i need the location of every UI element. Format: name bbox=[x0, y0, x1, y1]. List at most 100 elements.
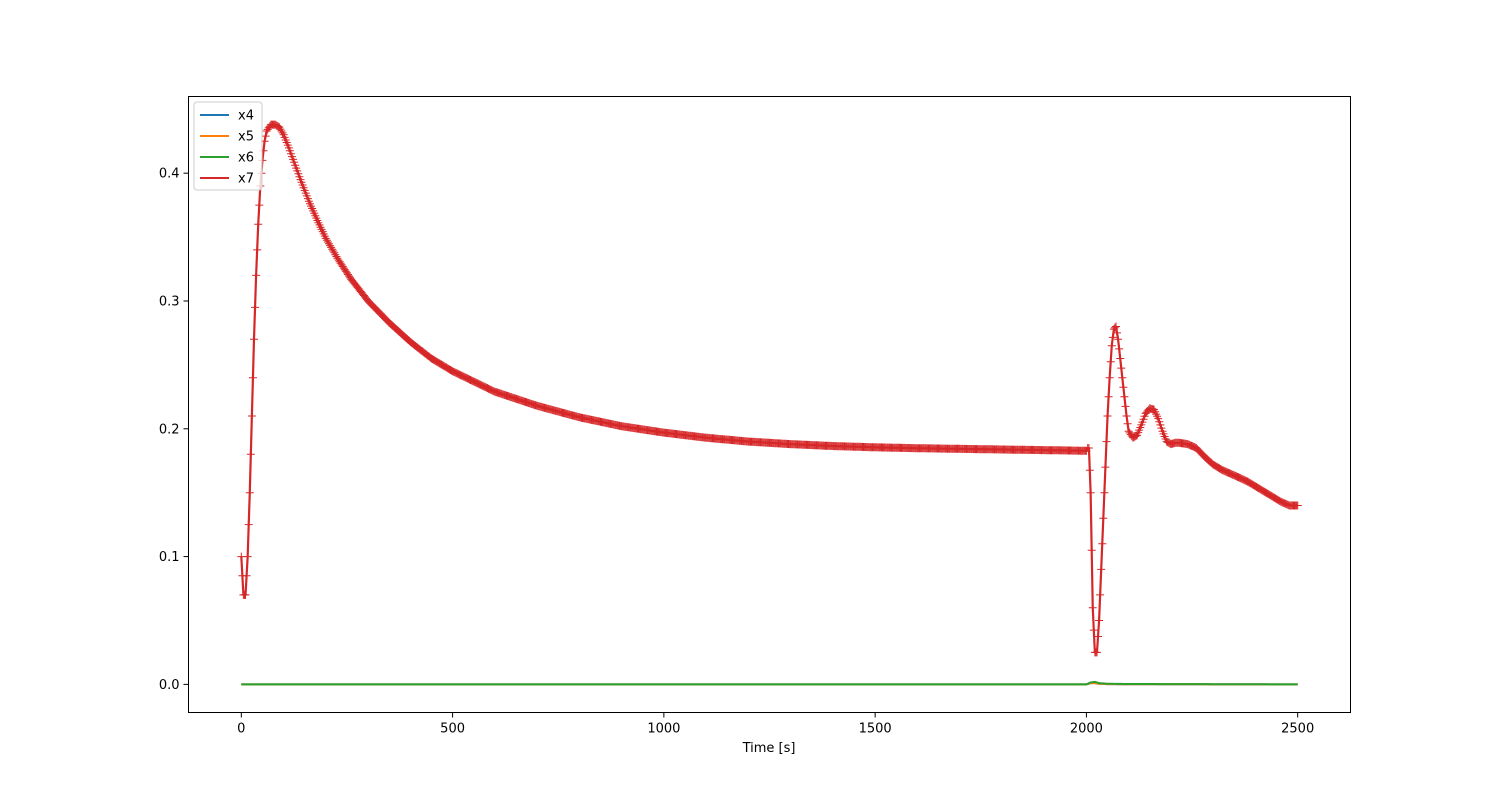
marker-point bbox=[327, 243, 336, 252]
marker-point bbox=[1106, 357, 1115, 366]
marker-point bbox=[373, 306, 382, 315]
x-tick-label: 1500 bbox=[859, 722, 892, 737]
marker-point bbox=[344, 270, 352, 279]
marker-point bbox=[1122, 412, 1131, 420]
marker-point bbox=[326, 241, 335, 250]
marker-point bbox=[1275, 497, 1284, 505]
y-tick-label: 0.1 bbox=[159, 550, 180, 565]
marker-point bbox=[331, 250, 340, 259]
marker-point bbox=[1262, 488, 1270, 497]
marker-point bbox=[276, 125, 285, 134]
marker-point bbox=[426, 353, 435, 362]
marker-point bbox=[1089, 626, 1098, 635]
marker-point bbox=[1098, 539, 1107, 548]
marker-point bbox=[1269, 493, 1278, 502]
marker-point bbox=[321, 234, 330, 243]
marker-point bbox=[1254, 484, 1263, 493]
marker-point bbox=[1131, 432, 1139, 441]
marker-point bbox=[430, 356, 439, 365]
marker-point bbox=[1252, 482, 1261, 491]
marker-point bbox=[1258, 486, 1267, 495]
marker-point bbox=[261, 132, 270, 141]
marker-point bbox=[379, 313, 388, 322]
x-axis: 0 500 1000 1500 2000 2500 bbox=[237, 712, 1314, 737]
marker-point bbox=[273, 121, 282, 130]
marker-point bbox=[1293, 501, 1302, 510]
legend-box bbox=[193, 101, 263, 191]
legend-label-x7: x7 bbox=[238, 172, 254, 187]
marker-point bbox=[329, 247, 338, 255]
marker-point bbox=[1154, 414, 1163, 423]
marker-point bbox=[1162, 437, 1171, 446]
plot-area bbox=[237, 120, 1302, 686]
x-axis-label: Time [s] bbox=[742, 741, 796, 756]
y-tick-label: 0.0 bbox=[159, 678, 180, 693]
marker-point bbox=[252, 271, 261, 280]
marker-point bbox=[243, 552, 252, 561]
marker-point bbox=[435, 359, 444, 368]
marker-point bbox=[438, 360, 446, 369]
marker-point bbox=[248, 373, 257, 382]
marker-point bbox=[439, 361, 448, 370]
marker-point bbox=[1086, 488, 1095, 497]
marker-point bbox=[1118, 373, 1127, 382]
marker-point bbox=[1108, 333, 1117, 342]
y-tick-label: 0.3 bbox=[159, 294, 180, 309]
marker-point bbox=[263, 125, 272, 134]
marker-point bbox=[332, 252, 341, 261]
marker-point bbox=[381, 314, 389, 323]
legend: x4 x5 x6 x7 bbox=[193, 101, 263, 191]
marker-point bbox=[1093, 648, 1101, 657]
marker-point bbox=[1251, 482, 1260, 491]
marker-point bbox=[271, 120, 280, 129]
marker-point bbox=[443, 364, 452, 373]
marker-point bbox=[253, 245, 262, 254]
marker-point bbox=[336, 259, 345, 268]
marker-point bbox=[338, 262, 347, 271]
marker-point bbox=[1119, 383, 1128, 392]
marker-point bbox=[1264, 490, 1273, 498]
axes-frame bbox=[188, 96, 1351, 713]
marker-point bbox=[1120, 392, 1129, 401]
series-x6 bbox=[241, 680, 1298, 686]
marker-point bbox=[339, 264, 348, 273]
marker-point bbox=[1245, 478, 1254, 487]
series-line-x7 bbox=[240, 123, 1298, 654]
marker-point bbox=[464, 374, 473, 383]
marker-point bbox=[277, 127, 286, 135]
y-tick-label: 0.2 bbox=[159, 422, 180, 437]
marker-point bbox=[1084, 444, 1093, 452]
x-tick-label: 0 bbox=[237, 722, 245, 737]
marker-point bbox=[343, 268, 351, 277]
marker-point bbox=[433, 358, 442, 367]
marker-point bbox=[262, 127, 271, 135]
marker-point bbox=[337, 260, 346, 269]
marker-point bbox=[244, 520, 253, 529]
x-tick-label: 2500 bbox=[1281, 722, 1314, 737]
marker-point bbox=[345, 272, 354, 281]
marker-point bbox=[1132, 431, 1141, 440]
marker-point bbox=[1100, 488, 1109, 497]
marker-point bbox=[330, 248, 339, 257]
marker-point bbox=[1097, 565, 1106, 574]
marker-point bbox=[1249, 481, 1258, 489]
marker-point bbox=[322, 236, 331, 245]
marker-point bbox=[1125, 428, 1134, 437]
marker-point bbox=[366, 299, 375, 308]
series-x7 bbox=[237, 120, 1302, 657]
marker-point bbox=[1273, 495, 1282, 504]
x-tick-label: 2000 bbox=[1070, 722, 1103, 737]
marker-point bbox=[1268, 492, 1277, 501]
marker-point bbox=[1244, 477, 1252, 486]
legend-label-x5: x5 bbox=[238, 130, 254, 145]
marker-point bbox=[1114, 335, 1123, 344]
marker-point bbox=[1085, 466, 1094, 475]
marker-point bbox=[245, 488, 254, 497]
legend-label-x6: x6 bbox=[238, 151, 254, 166]
marker-point bbox=[250, 335, 258, 344]
marker-point bbox=[428, 355, 437, 364]
marker-point bbox=[1121, 402, 1130, 411]
marker-point bbox=[447, 366, 456, 375]
marker-point bbox=[1157, 424, 1166, 433]
